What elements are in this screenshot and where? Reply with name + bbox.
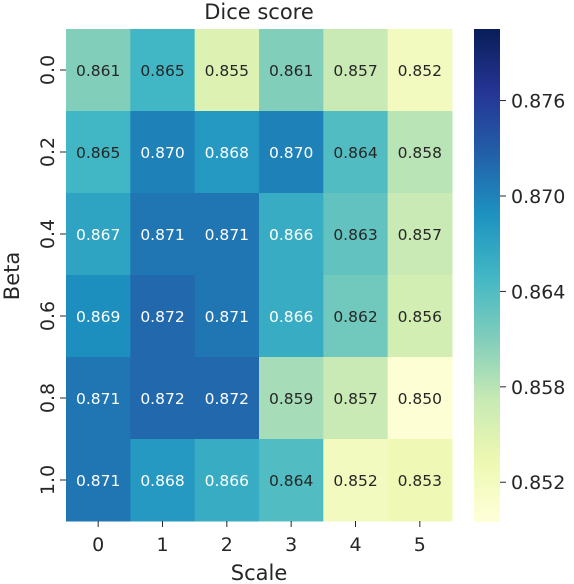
heatmap-cell: [387, 193, 453, 276]
heatmap-cell: [323, 29, 389, 112]
heatmap-cell: [259, 439, 324, 522]
x-tick-label: 4: [349, 534, 361, 556]
cell-value-label: 0.865: [76, 144, 120, 162]
heatmap-cell: [259, 275, 324, 358]
cell-value-label: 0.866: [269, 226, 313, 244]
cell-value-label: 0.864: [269, 472, 313, 490]
heatmap-cell: [387, 111, 453, 194]
heatmap-cell: [130, 29, 196, 112]
cell-value-label: 0.858: [398, 144, 442, 162]
y-tick-label: 0.4: [37, 219, 59, 249]
y-tick-label: 0.6: [37, 301, 59, 331]
colorbar-tick-label: 0.870: [511, 186, 565, 208]
cell-value-label: 0.867: [76, 226, 120, 244]
heatmap-cell: [194, 193, 260, 276]
heatmap-cell: [259, 29, 324, 112]
heatmap-cell: [323, 357, 389, 440]
cell-value-label: 0.871: [76, 390, 120, 408]
heatmap-cell: [323, 193, 389, 276]
cell-value-label: 0.872: [140, 308, 184, 326]
cell-value-label: 0.857: [398, 226, 442, 244]
cell-value-label: 0.857: [333, 62, 377, 80]
heatmap-cell: [130, 357, 196, 440]
heatmap-cell: [323, 275, 389, 358]
heatmap-cell: [130, 111, 196, 194]
heatmap-cell: [259, 193, 324, 276]
y-tick-label: 1.0: [37, 465, 59, 495]
y-tick-label: 0.0: [37, 55, 59, 85]
cell-value-label: 0.872: [205, 390, 249, 408]
cell-value-label: 0.871: [205, 226, 249, 244]
heatmap-cell: [194, 439, 260, 522]
heatmap-cell: [323, 111, 389, 194]
cell-value-label: 0.869: [76, 308, 120, 326]
cell-value-label: 0.866: [269, 308, 313, 326]
y-axis-label: Beta: [0, 252, 24, 300]
cell-value-label: 0.861: [269, 62, 313, 80]
heatmap-cell: [387, 439, 453, 522]
heatmap-cell: [66, 275, 131, 358]
cell-value-label: 0.859: [269, 390, 313, 408]
cell-value-label: 0.871: [205, 308, 249, 326]
heatmap-cell: [130, 193, 196, 276]
cell-value-label: 0.862: [333, 308, 377, 326]
cell-value-label: 0.853: [398, 472, 442, 490]
cell-value-label: 0.865: [140, 62, 184, 80]
cell-value-label: 0.861: [76, 62, 120, 80]
heatmap-cell: [130, 275, 196, 358]
x-tick-label: 1: [156, 534, 168, 556]
x-axis-label: Scale: [231, 561, 288, 584]
cell-value-label: 0.857: [333, 390, 377, 408]
heatmap-cell: [194, 111, 260, 194]
cell-value-label: 0.863: [333, 226, 377, 244]
x-tick-label: 3: [285, 534, 297, 556]
heatmap-cell: [66, 439, 131, 522]
cell-value-label: 0.864: [333, 144, 377, 162]
cell-value-label: 0.866: [205, 472, 249, 490]
y-tick-label: 0.2: [37, 137, 59, 167]
cell-value-label: 0.852: [398, 62, 442, 80]
colorbar-tick-label: 0.852: [511, 472, 565, 494]
cell-value-label: 0.856: [398, 308, 442, 326]
x-tick-label: 2: [221, 534, 233, 556]
heatmap-cell: [194, 275, 260, 358]
y-tick-label: 0.8: [37, 383, 59, 413]
chart-title: Dice score: [204, 0, 314, 24]
heatmap-cell: [194, 29, 260, 112]
x-tick-label: 0: [92, 534, 104, 556]
heatmap-cell: [66, 357, 131, 440]
y-axis-ticks: 0.0 0.2 0.4 0.6 0.8 1.0: [37, 55, 66, 495]
heatmap-cell: [194, 357, 260, 440]
colorbar-ticks: 0.852 0.858 0.864 0.870 0.876: [500, 91, 565, 494]
colorbar-tick-label: 0.858: [511, 377, 565, 399]
heatmap-cell: [66, 29, 131, 112]
heatmap-cells: 0.861 0.865 0.855 0.861 0.857 0.852 0.865 0.870…: [66, 29, 453, 522]
cell-value-label: 0.850: [398, 390, 442, 408]
cell-value-label: 0.855: [205, 62, 249, 80]
cell-value-label: 0.852: [333, 472, 377, 490]
heatmap-cell: [387, 29, 453, 112]
colorbar-tick-label: 0.864: [511, 281, 565, 303]
heatmap-cell: [387, 357, 453, 440]
heatmap-cell: [130, 439, 196, 522]
cell-value-label: 0.868: [140, 472, 184, 490]
cell-value-label: 0.870: [269, 144, 313, 162]
x-tick-label: 5: [414, 534, 426, 556]
colorbar: [474, 29, 500, 522]
colorbar-tick-label: 0.876: [511, 91, 565, 113]
heatmap-cell: [66, 111, 131, 194]
heatmap-cell: [323, 439, 389, 522]
cell-value-label: 0.870: [140, 144, 184, 162]
cell-value-label: 0.872: [140, 390, 184, 408]
heatmap-cell: [259, 111, 324, 194]
cell-value-label: 0.868: [205, 144, 249, 162]
x-axis-ticks: 0 1 2 3 4 5: [92, 521, 426, 556]
cell-value-label: 0.871: [140, 226, 184, 244]
heatmap-cell: [66, 193, 131, 276]
heatmap-cell: [387, 275, 453, 358]
cell-value-label: 0.871: [76, 472, 120, 490]
heatmap-cell: [259, 357, 324, 440]
